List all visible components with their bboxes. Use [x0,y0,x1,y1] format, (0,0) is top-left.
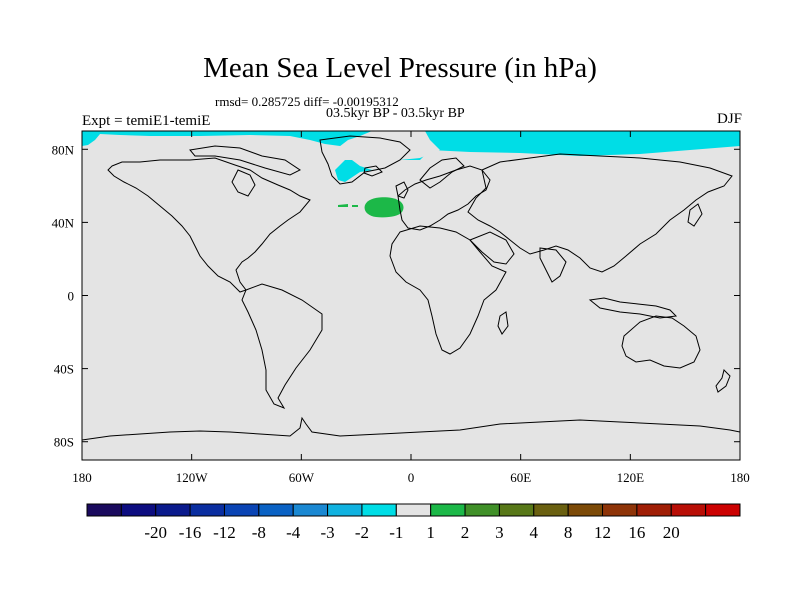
coastline-iceland [363,165,383,177]
coastline-greenland [319,135,411,185]
coastline-british-isles [395,181,409,199]
coastline-new-zealand [715,369,731,393]
colorbar-label-13: 12 [594,523,611,542]
coastline-hudson-bay [231,169,256,197]
colorbar-label-3: -8 [252,523,266,542]
north-atlantic-anomaly [364,197,404,218]
coastline-arctic-islands [189,145,301,176]
colorbar-box-12 [498,503,535,517]
coastline-north-america [107,157,311,293]
colorbar-box-6 [292,503,329,517]
coastline-antarctica [82,416,740,441]
x-tick-label-180: 180 [730,470,750,485]
colorbar-box-3 [189,503,225,517]
x-tick-label-0: 0 [408,470,415,485]
anomaly-regions [82,131,740,218]
coastline-australia [621,315,701,369]
colorbar-label-6: -2 [355,523,369,542]
colorbar-box-10 [430,503,466,517]
colorbar-box-1 [120,503,157,517]
x-tick-label-60w: 60W [289,470,315,485]
colorbar-box-14 [567,503,604,517]
colorbar-box-0 [86,503,122,517]
x-tick-label-120e: 120E [617,470,645,485]
colorbar-label-7: -1 [389,523,403,542]
season-label: DJF [716,111,742,127]
colorbar-label-4: -4 [286,523,301,542]
stats-label: rmsd= 0.285725 diff= -0.00195312 [215,94,399,109]
colorbar-box-13 [533,503,569,517]
coastline-arabia [469,231,515,265]
colorbar-label-5: -3 [320,523,334,542]
coastlines [82,135,740,441]
x-tick-label-60e: 60E [510,470,531,485]
colorbar-box-2 [155,503,191,517]
coastline-scandinavia [419,157,465,189]
colorbar-box-9 [395,503,432,517]
y-tick-label-80s: 80S [54,435,74,450]
north-atlantic-anomaly-fleck [338,204,358,207]
colorbar-box-7 [327,503,363,517]
y-tick-label-40s: 40S [54,362,74,377]
coastline-japan [687,203,703,227]
colorbar-label-10: 3 [495,523,504,542]
colorbar-box-18 [705,503,741,517]
y-tick-label-80n: 80N [52,142,75,157]
colorbar-box-17 [670,503,707,517]
colorbar-box-4 [223,503,260,517]
plot-background [82,131,740,460]
colorbar: -20 -16 -12 -8 -4 -3 -2 -1 1 2 3 4 8 12 16 20 [86,503,741,542]
colorbar-label-2: -12 [213,523,236,542]
colorbar-box-5 [258,503,294,517]
colorbar-box-16 [636,503,672,517]
coastline-asia [467,153,733,273]
experiment-label: Expt = temiE1-temiE [82,113,211,129]
colorbar-label-11: 4 [530,523,539,542]
colorbar-label-1: -16 [179,523,202,542]
colorbar-box-11 [464,503,500,517]
y-tick-label-40n: 40N [52,215,75,230]
coastline-indonesia [588,297,678,319]
colorbar-box-15 [602,503,638,517]
coastline-madagascar [497,311,509,335]
period-label: 03.5kyr BP - 03.5kyr BP [326,106,465,121]
coastline-india [539,247,567,283]
chart-title: Mean Sea Level Pressure (in hPa) [203,52,597,84]
coastline-africa [389,225,507,355]
colorbar-label-8: 1 [426,523,435,542]
x-tick-label-180: 180 [72,470,92,485]
greenland-land [335,131,440,170]
axis-ticks: 180 120W 60W 0 60E 120E 180 80N 40N 0 40S 80S [52,131,750,485]
colorbar-label-12: 8 [564,523,573,542]
colorbar-label-15: 20 [663,523,680,542]
coastline-south-america [241,283,323,410]
colorbar-label-9: 2 [461,523,470,542]
y-tick-label-0: 0 [68,289,75,304]
colorbar-box-8 [361,503,397,517]
colorbar-label-14: 16 [628,523,645,542]
colorbar-label-0: -20 [144,523,167,542]
x-tick-label-120w: 120W [176,470,209,485]
